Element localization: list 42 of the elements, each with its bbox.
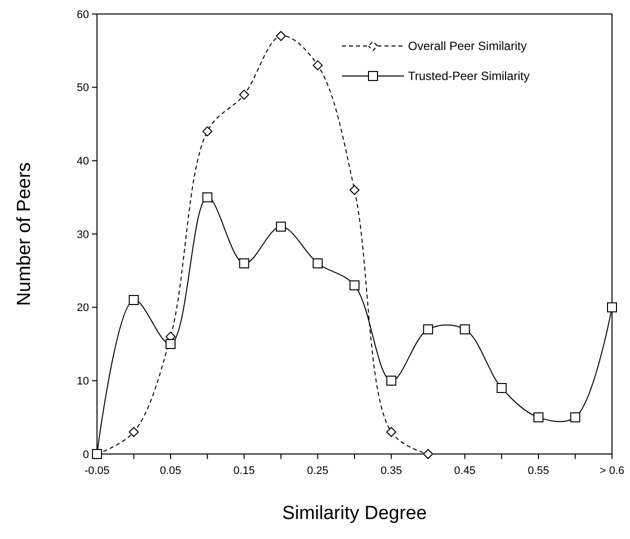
y-tick-label: 20 — [76, 302, 89, 314]
point — [460, 324, 470, 334]
point — [423, 449, 434, 459]
x-tick-label: -0.05 — [84, 465, 110, 477]
y-tick-label: 30 — [76, 228, 89, 241]
point — [239, 258, 250, 268]
y-tick-label: 50 — [76, 82, 89, 94]
point — [92, 449, 102, 459]
point — [239, 90, 250, 100]
point — [128, 427, 139, 437]
y-axis-title: Number of Peers — [14, 162, 35, 306]
x-tick-label: 0.35 — [380, 465, 402, 477]
point — [570, 412, 580, 422]
y-tick-label: 60 — [76, 8, 89, 21]
point — [533, 412, 544, 422]
point — [312, 258, 323, 268]
point — [350, 185, 360, 195]
point — [202, 192, 212, 202]
point — [312, 60, 323, 70]
x-tick-label: 0.25 — [307, 465, 328, 477]
x-axis-title: Similarity Degree — [282, 503, 427, 524]
point — [386, 427, 396, 437]
point — [496, 383, 507, 393]
point — [202, 126, 212, 136]
point — [166, 339, 176, 349]
y-tick-label: 40 — [76, 156, 89, 168]
x-tick-label: 0.15 — [233, 465, 255, 477]
point — [276, 222, 286, 232]
legend-label: Trusted-Peer Similarity — [408, 69, 530, 84]
x-tick-label: 0.45 — [454, 465, 476, 477]
point — [276, 31, 286, 41]
point — [607, 302, 617, 312]
y-tick-label: 10 — [76, 376, 89, 388]
y-tick-label: 0 — [82, 448, 89, 461]
x-tick-label: > 0.6 — [600, 465, 624, 477]
point — [386, 376, 396, 386]
point — [350, 280, 360, 290]
x-tick-label: 0.05 — [160, 465, 182, 477]
point — [423, 324, 434, 334]
point — [128, 295, 139, 305]
x-tick-label: 0.55 — [528, 465, 550, 477]
legend-label: Overall Peer Similarity — [408, 39, 527, 54]
